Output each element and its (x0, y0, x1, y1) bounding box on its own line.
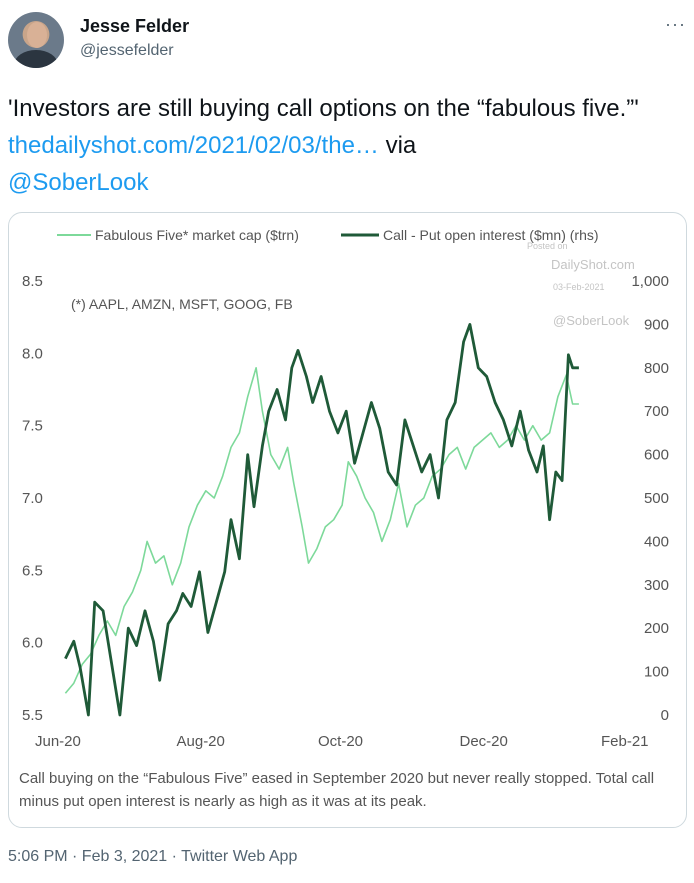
y-left-tick-label: 7.0 (22, 490, 43, 507)
x-tick-label: Aug-20 (177, 733, 225, 750)
watermark: Posted on DailyShot.com 03-Feb-2021 @Sob… (527, 241, 635, 328)
y-right-tick-label: 700 (644, 403, 669, 420)
x-axis: Jun-20 Aug-20 Oct-20 Dec-20 Feb-21 (35, 733, 649, 750)
y-right-tick-label: 400 (644, 533, 669, 550)
chart-card[interactable]: Fabulous Five* market cap ($trn) Call - … (8, 212, 687, 828)
more-dots-icon[interactable]: ··· (665, 14, 686, 34)
chart: Fabulous Five* market cap ($trn) Call - … (22, 227, 669, 750)
y-right-axis: 1,000 900 800 700 600 500 400 300 200 100 0 (631, 273, 669, 724)
y-right-tick-label: 500 (644, 490, 669, 507)
avatar-body (14, 50, 58, 68)
y-left-tick-label: 5.5 (22, 707, 43, 724)
mention-link[interactable]: @SoberLook (8, 169, 149, 196)
x-tick-label: Oct-20 (318, 733, 363, 750)
tweet-text-via: via (378, 132, 417, 159)
y-left-tick-label: 6.5 (22, 562, 43, 579)
chart-annotation: (*) AAPL, AMZN, MSFT, GOOG, FB (71, 296, 293, 312)
chart-legend: Fabulous Five* market cap ($trn) Call - … (57, 227, 599, 243)
y-right-tick-label: 1,000 (631, 273, 669, 290)
legend-label-call-put: Call - Put open interest ($mn) (rhs) (383, 227, 599, 243)
tweet-timestamp[interactable]: 5:06 PM · Feb 3, 2021 · Twitter Web App (8, 848, 298, 865)
avatar[interactable] (8, 12, 64, 68)
tweet-text-main: 'Investors are still buying call options… (8, 95, 639, 122)
author-name[interactable]: Jesse Felder (80, 16, 190, 36)
author-handle[interactable]: @jessefelder (80, 42, 174, 59)
y-right-tick-label: 100 (644, 664, 669, 681)
y-right-tick-label: 900 (644, 316, 669, 333)
y-right-tick-label: 200 (644, 620, 669, 637)
series-layer (64, 323, 579, 717)
tweet-link[interactable]: thedailyshot.com/2021/02/03/the… (8, 132, 379, 159)
y-right-tick-label: 800 (644, 360, 669, 377)
x-tick-label: Dec-20 (460, 733, 508, 750)
y-right-tick-label: 300 (644, 577, 669, 594)
watermark-site: DailyShot.com (551, 257, 635, 272)
y-right-tick-label: 600 (644, 447, 669, 464)
y-right-tick-label: 0 (661, 707, 669, 724)
watermark-date: 03-Feb-2021 (553, 282, 605, 292)
y-left-tick-label: 7.5 (22, 418, 43, 435)
watermark-posted: Posted on (527, 241, 568, 251)
chart-caption: Call buying on the “Fabulous Five” eased… (19, 770, 655, 810)
y-left-tick-label: 6.0 (22, 635, 43, 652)
series-line-call-put (64, 323, 579, 717)
series-line-market-cap (64, 367, 579, 694)
tweet-text: 'Investors are still buying call options… (8, 90, 678, 201)
y-left-tick-label: 8.0 (22, 345, 43, 362)
legend-label-market-cap: Fabulous Five* market cap ($trn) (95, 227, 299, 243)
watermark-handle: @SoberLook (553, 313, 630, 328)
y-left-axis: 8.5 8.0 7.5 7.0 6.5 6.0 5.5 (22, 273, 43, 724)
x-tick-label: Jun-20 (35, 733, 81, 750)
avatar-head (27, 22, 47, 48)
x-tick-label: Feb-21 (601, 733, 649, 750)
y-left-tick-label: 8.5 (22, 273, 43, 290)
